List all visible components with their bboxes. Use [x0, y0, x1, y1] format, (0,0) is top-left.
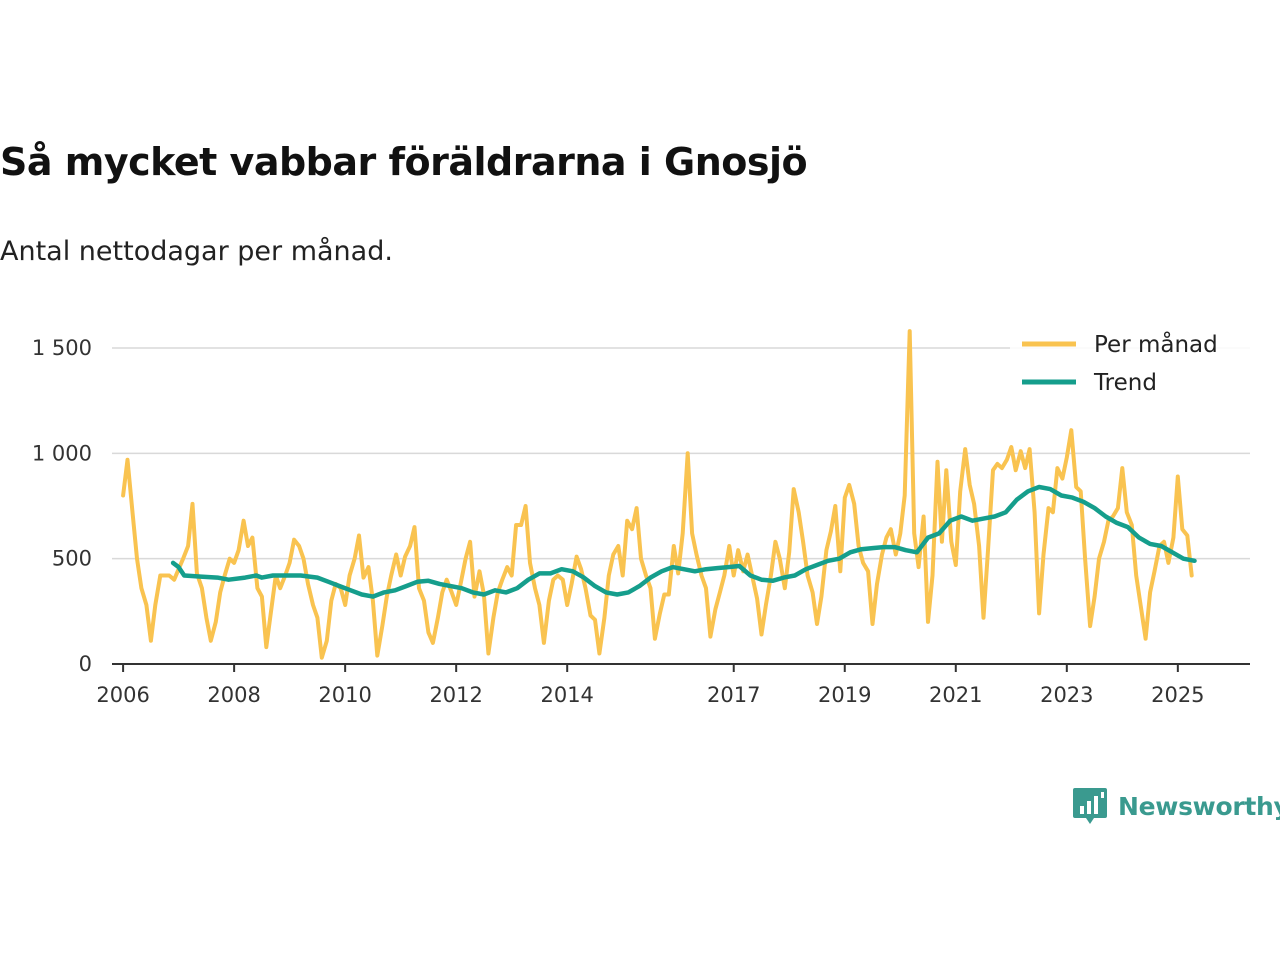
x-tick-label: 2010	[318, 683, 371, 707]
x-tick-label: 2017	[707, 683, 760, 707]
x-tick-label: 2025	[1151, 683, 1204, 707]
legend: Per månad Trend	[1010, 324, 1250, 406]
x-tick-label: 2012	[429, 683, 482, 707]
y-axis: 0 500 1 000 1 500	[32, 336, 92, 676]
y-tick-label: 500	[52, 547, 92, 571]
x-tick-label: 2019	[818, 683, 871, 707]
chart-subtitle: Antal nettodagar per månad.	[0, 236, 393, 267]
line-chart: 2006 2008 2010 2012 2014 2017 2019 2021 2023 2025…	[32, 324, 1250, 707]
x-tick-label: 2006	[96, 683, 149, 707]
chart-title: Så mycket vabbar föräldrarna i Gnosjö	[0, 140, 808, 184]
legend-label: Per månad	[1094, 330, 1218, 358]
x-axis: 2006 2008 2010 2012 2014 2017 2019 2021 2023 2025	[96, 663, 1250, 707]
brand: Newsworthy	[1072, 786, 1280, 826]
brand-name: Newsworthy	[1118, 791, 1280, 821]
series-lines	[121, 329, 1197, 660]
newsworthy-logo-icon	[1073, 788, 1107, 824]
legend-label: Trend	[1093, 370, 1157, 396]
series-line-per-manad	[121, 329, 1194, 660]
y-tick-label: 1 500	[32, 336, 92, 360]
legend-background	[1010, 324, 1250, 406]
y-tick-label: 1 000	[32, 441, 92, 465]
y-tick-label: 0	[79, 652, 92, 676]
series-line-trend	[170, 484, 1197, 599]
x-tick-label: 2021	[929, 683, 982, 707]
x-tick-label: 2023	[1040, 683, 1093, 707]
x-tick-label: 2008	[207, 683, 260, 707]
x-tick-label: 2014	[540, 683, 593, 707]
